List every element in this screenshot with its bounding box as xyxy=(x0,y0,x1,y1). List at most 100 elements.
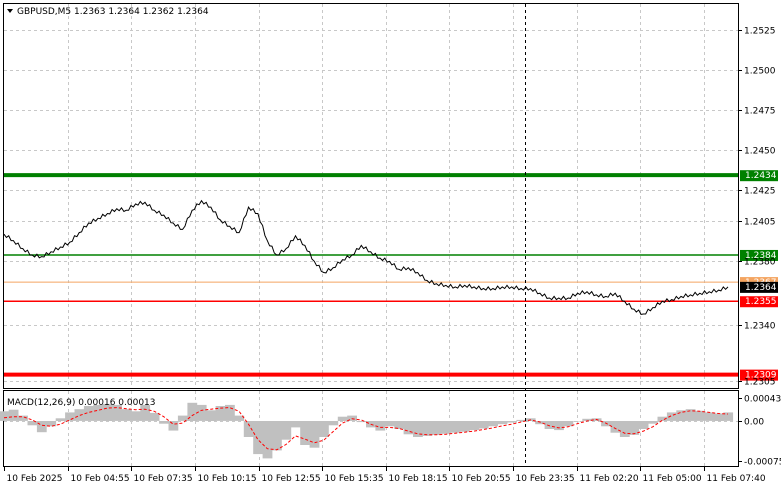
macd-histogram-bar xyxy=(140,404,151,421)
time-tick-label: 10 Feb 23:35 xyxy=(516,474,575,484)
macd-histogram-bar xyxy=(469,421,480,431)
macd-histogram-bar xyxy=(121,409,132,421)
time-tick-label: 11 Feb 07:40 xyxy=(707,474,766,484)
macd-histogram-bar xyxy=(666,412,677,421)
macd-histogram-bar xyxy=(676,410,687,421)
macd-histogram-bar xyxy=(563,421,574,427)
macd-histogram-bar xyxy=(375,421,386,431)
time-tick-label: 10 Feb 18:15 xyxy=(389,474,448,484)
macd-histogram-bar xyxy=(74,409,85,421)
macd-histogram-bar xyxy=(168,421,179,431)
macd-histogram-bar xyxy=(460,421,470,432)
macd-histogram-bar xyxy=(206,410,216,421)
macd-histogram-bar xyxy=(253,421,263,455)
macd-histogram-bar xyxy=(648,421,658,424)
macd-histogram-bar xyxy=(572,421,583,422)
time-tick-label: 11 Feb 05:00 xyxy=(643,474,702,484)
level-price-tag xyxy=(740,281,778,293)
macd-histogram-bar xyxy=(516,419,527,421)
macd-histogram-bar xyxy=(93,404,104,421)
price-tick-label: 1.2475 xyxy=(744,107,776,117)
macd-tick-label: -0.00075 xyxy=(744,458,781,468)
macd-histogram-bar xyxy=(27,421,38,426)
macd-histogram-bar xyxy=(488,421,498,427)
macd-histogram-bar xyxy=(629,421,640,435)
symbol-header: GBPUSD,M5 1.2363 1.2364 1.2362 1.2364 xyxy=(17,7,209,17)
macd-histogram-bar xyxy=(215,406,226,421)
time-axis: 10 Feb 2025 10 Feb 04:55 10 Feb 07:35 10 Fe… xyxy=(4,466,766,484)
macd-signal-line xyxy=(3,407,729,451)
macd-histogram-bar xyxy=(403,421,414,435)
price-axis: 1.2525 1.2500 1.2475 1.2450 1.2425 1.2405 1.23… xyxy=(738,27,776,388)
macd-histogram-bar xyxy=(8,409,19,421)
macd-histogram-bar xyxy=(384,421,395,427)
level-price-tag xyxy=(740,296,778,308)
level-price-label: 1.2384 xyxy=(745,251,777,261)
macd-histogram-bar xyxy=(18,415,28,421)
price-tick-label: 1.2450 xyxy=(744,147,776,157)
price-tick-label: 1.2380 xyxy=(744,258,776,268)
level-price-label: 1.2364 xyxy=(745,283,777,293)
level-price-label: 1.2355 xyxy=(745,297,777,307)
macd-histogram-bar xyxy=(713,413,724,421)
price-tick-label: 1.2425 xyxy=(744,187,776,197)
macd-histogram-bar xyxy=(102,403,113,421)
macd-histogram-bar xyxy=(262,421,273,459)
macd-tick-label: 0.00043 xyxy=(744,395,781,405)
price-tick-label: 1.2525 xyxy=(744,27,776,37)
macd-tick-label: 0.00 xyxy=(744,418,764,428)
macd-histogram-bar xyxy=(441,421,451,434)
macd-histogram-bar xyxy=(36,421,47,433)
macd-histogram-bar xyxy=(328,421,339,426)
price-tick-label: 1.2305 xyxy=(744,378,776,388)
macd-histogram-bar xyxy=(243,421,254,437)
macd-histogram-bar xyxy=(0,411,10,421)
level-price-label: 1.2309 xyxy=(745,371,777,381)
level-price-tag xyxy=(740,249,778,261)
macd-histogram-bar xyxy=(356,421,367,423)
collapse-triangle-icon[interactable] xyxy=(7,9,13,13)
grid xyxy=(4,4,738,466)
macd-header: MACD(12,26,9) 0.00016 0.00013 xyxy=(7,398,156,408)
macd-axis: 0.00043 0.00 -0.00075 xyxy=(738,395,781,468)
macd-histogram-bar xyxy=(159,421,169,424)
time-tick-label: 10 Feb 10:15 xyxy=(198,474,257,484)
macd-histogram-bar xyxy=(723,412,734,421)
macd-histogram-bar xyxy=(272,421,282,451)
macd-histogram-bar xyxy=(394,421,404,429)
macd-histogram-bar xyxy=(337,416,348,421)
macd-histogram-bar xyxy=(196,404,207,421)
macd-histogram-bar xyxy=(422,421,433,436)
level-price-label: 1.2434 xyxy=(745,171,777,181)
macd-histogram-bar xyxy=(347,415,357,421)
macd-panel-frame xyxy=(3,390,739,467)
price-tick-label: 1.2500 xyxy=(744,67,776,77)
macd-histogram-bar xyxy=(130,411,141,421)
macd-histogram-bar xyxy=(582,418,593,421)
price-tick-label: 1.2405 xyxy=(744,218,776,228)
level-price-tag xyxy=(740,170,778,182)
level-price-tag xyxy=(740,369,778,381)
price-panel-frame xyxy=(3,3,739,389)
price-line[interactable] xyxy=(3,199,729,315)
macd-histogram-bar xyxy=(619,421,630,437)
macd-histogram-bar xyxy=(290,421,301,428)
macd-histogram-bar xyxy=(319,421,329,437)
macd-histogram-bar xyxy=(554,421,564,431)
macd-histogram-bar xyxy=(657,416,668,421)
price-tick-label: 1.2340 xyxy=(744,322,776,332)
macd-histogram-bar xyxy=(149,412,160,421)
macd-histogram-bar xyxy=(610,421,621,433)
macd-histogram-bar xyxy=(225,404,235,421)
time-tick-label: 11 Feb 02:20 xyxy=(580,474,639,484)
macd-indicator[interactable] xyxy=(0,402,734,459)
macd-histogram-bar xyxy=(177,415,188,421)
macd-histogram-bar xyxy=(497,421,508,425)
macd-histogram-bar xyxy=(695,410,705,421)
macd-histogram-bar xyxy=(83,406,94,421)
time-tick-label: 10 Feb 2025 xyxy=(7,474,63,484)
macd-histogram-bar xyxy=(685,409,696,421)
macd-histogram-bar xyxy=(431,421,442,435)
